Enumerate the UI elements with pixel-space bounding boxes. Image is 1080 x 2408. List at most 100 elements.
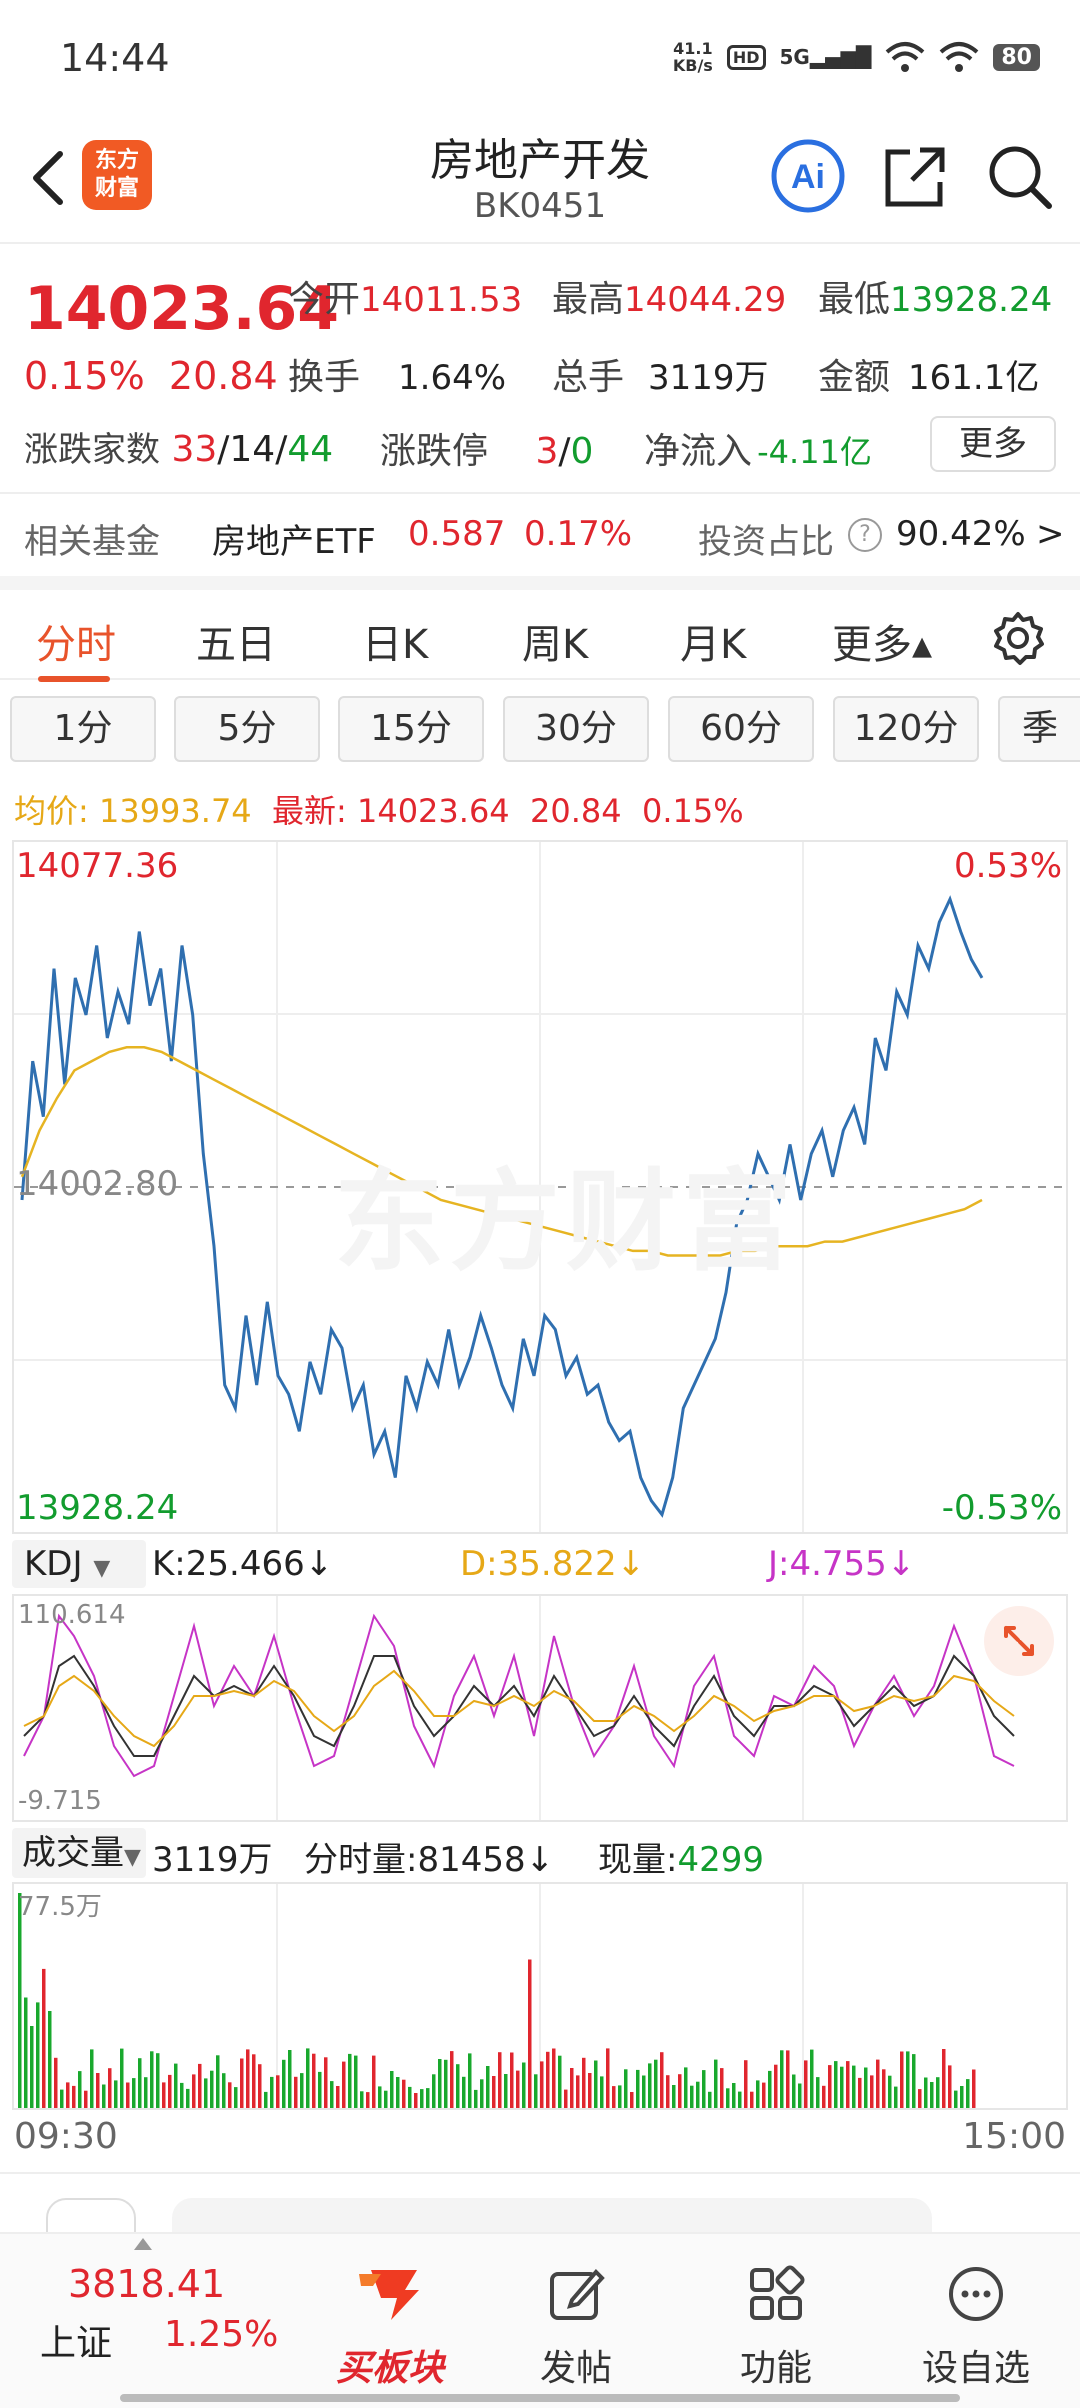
- intraday-price-chart[interactable]: 东方财富 14077.36 0.53% 14002.80 13928.24 -0…: [12, 840, 1068, 1534]
- volume-bar: [666, 2075, 670, 2108]
- pct-bottom-label: -0.53%: [941, 1488, 1062, 1528]
- volume-bar: [630, 2092, 634, 2108]
- volume-bar: [330, 2081, 334, 2108]
- open-item: 今开14011.53: [288, 279, 523, 320]
- volume-bar: [378, 2086, 382, 2108]
- expand-icon[interactable]: [984, 1606, 1054, 1676]
- volume-bar: [270, 2076, 274, 2108]
- kdj-chart[interactable]: 110.614 -9.715: [12, 1594, 1068, 1822]
- volume-bar: [600, 2076, 604, 2108]
- volume-bar: [54, 2057, 58, 2108]
- volume-bar: [408, 2086, 412, 2108]
- back-arrow-icon[interactable]: [22, 148, 82, 208]
- more-button[interactable]: 更多: [930, 416, 1056, 472]
- status-icons: 41.1 KB/s HD 5G▂▄▆█ 80: [673, 40, 1040, 74]
- kdj-bottom-label: -9.715: [18, 1786, 102, 1816]
- volume-bar: [816, 2077, 820, 2108]
- comment-input[interactable]: [172, 2198, 932, 2238]
- volume-bar: [180, 2082, 184, 2108]
- volume-bar: [966, 2079, 970, 2108]
- volume-bar: [204, 2078, 208, 2108]
- volume-bar: [186, 2088, 190, 2108]
- volume-bar: [804, 2060, 808, 2108]
- volume-bar: [36, 2002, 40, 2108]
- volume-bar: [306, 2048, 310, 2108]
- volume-bar: [438, 2059, 442, 2108]
- tab-intraday[interactable]: 分时: [36, 622, 116, 668]
- volume-bar: [300, 2073, 304, 2108]
- volume-bar: [498, 2052, 502, 2108]
- period-15min[interactable]: 15分: [338, 696, 484, 762]
- settings-gear-icon[interactable]: [990, 610, 1046, 666]
- volume-bar: [564, 2089, 568, 2108]
- volume-item: 总手 3119万: [552, 357, 769, 398]
- home-indicator: [120, 2394, 960, 2402]
- time-start: 09:30: [14, 2116, 118, 2157]
- volume-selector[interactable]: 成交量▼: [12, 1828, 146, 1878]
- volume-bar: [468, 2053, 472, 2108]
- volume-bar: [660, 2052, 664, 2108]
- search-icon[interactable]: [985, 142, 1055, 212]
- volume-bar: [192, 2074, 196, 2108]
- volume-bar: [246, 2049, 250, 2108]
- last-price: 14023.64: [24, 274, 340, 344]
- volume-bar: [594, 2060, 598, 2108]
- tab-monthly-k[interactable]: 月K: [680, 622, 747, 668]
- tab-more[interactable]: 更多▴: [832, 622, 933, 668]
- volume-bar: [792, 2074, 796, 2108]
- volume-bar: [702, 2070, 706, 2108]
- share-icon[interactable]: [880, 142, 950, 212]
- volume-bar: [846, 2061, 850, 2108]
- limit-item: 涨跌停 3/0: [380, 431, 594, 472]
- volume-bar: [48, 2011, 52, 2108]
- fund-label: 相关基金: [24, 522, 160, 562]
- related-fund-row[interactable]: 相关基金 房地产ETF 0.587 0.17% 投资占比 ? 90.42% >: [0, 492, 1080, 576]
- fund-name: 房地产ETF: [212, 522, 376, 562]
- volume-bar: [546, 2051, 550, 2108]
- ratio-label: 投资占比: [698, 522, 834, 562]
- volume-bar: [288, 2050, 292, 2108]
- volume-bar: [552, 2048, 556, 2108]
- volume-bar: [366, 2092, 370, 2108]
- help-icon[interactable]: ?: [848, 518, 882, 552]
- volume-chart-svg: [18, 1884, 976, 2108]
- period-120min[interactable]: 120分: [833, 696, 979, 762]
- volume-chart[interactable]: 77.5万: [12, 1882, 1068, 2110]
- period-30min[interactable]: 30分: [503, 696, 649, 762]
- volume-bar: [318, 2071, 322, 2108]
- volume-bar: [954, 2090, 958, 2108]
- add-watchlist-button[interactable]: 设自选: [886, 2264, 1066, 2391]
- tab-five-day[interactable]: 五日: [196, 622, 276, 668]
- kdj-selector[interactable]: KDJ ▼: [12, 1540, 146, 1588]
- period-1min[interactable]: 1分: [10, 696, 156, 762]
- volume-bar: [120, 2048, 124, 2108]
- buy-board-icon: [359, 2270, 419, 2320]
- function-button[interactable]: 功能: [686, 2264, 866, 2391]
- volume-bar: [612, 2086, 616, 2108]
- volume-bar: [780, 2050, 784, 2108]
- active-tab-underline: [38, 676, 110, 682]
- volume-bar: [750, 2091, 754, 2108]
- current-volume: 现量:4299: [598, 1840, 764, 1880]
- volume-bar: [858, 2077, 862, 2108]
- period-quarter[interactable]: 季: [998, 696, 1080, 762]
- period-60min[interactable]: 60分: [668, 696, 814, 762]
- low-item: 最低13928.24: [818, 279, 1053, 320]
- hd-icon: HD: [726, 44, 766, 70]
- price-chart-svg: [14, 842, 1066, 1532]
- amount-item: 金额 161.1亿: [818, 357, 1040, 398]
- volume-bar: [636, 2069, 640, 2108]
- volume-bar: [738, 2091, 742, 2108]
- ai-assistant-icon[interactable]: Ai: [770, 138, 846, 214]
- volume-bar: [426, 2088, 430, 2108]
- volume-bar: [396, 2077, 400, 2108]
- tab-daily-k[interactable]: 日K: [362, 622, 429, 668]
- tab-weekly-k[interactable]: 周K: [522, 622, 589, 668]
- volume-bar: [474, 2089, 478, 2108]
- volume-bar: [198, 2063, 202, 2108]
- post-button[interactable]: 发帖: [486, 2264, 666, 2391]
- period-5min[interactable]: 5分: [174, 696, 320, 762]
- buy-board-button[interactable]: 买板块: [300, 2264, 480, 2391]
- volume-bar: [402, 2079, 406, 2108]
- index-widget[interactable]: 3818.41 上证 1.25%: [0, 2234, 290, 2408]
